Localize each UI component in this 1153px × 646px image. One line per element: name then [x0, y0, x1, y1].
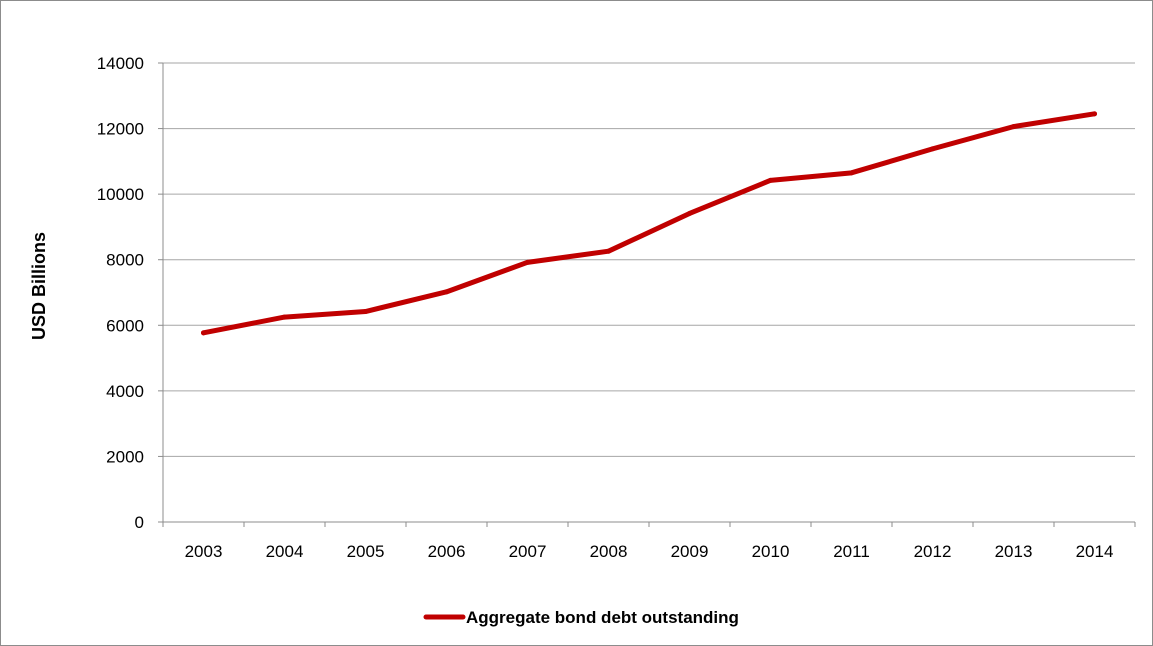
- data-point: [363, 309, 368, 315]
- axes: [158, 62, 1136, 527]
- data-point: [1092, 111, 1097, 117]
- y-tick-label: 4000: [106, 382, 144, 401]
- x-tick-label: 2004: [266, 542, 304, 561]
- x-tick-labels: 2003 2004 2005 2006 2007 2008 2009 2010 2011 2012…: [185, 542, 1114, 561]
- x-tick-label: 2005: [347, 542, 385, 561]
- y-tick-label: 12000: [97, 120, 144, 139]
- x-tick-label: 2009: [671, 542, 709, 561]
- legend-label: Aggregate bond debt outstanding: [466, 608, 739, 627]
- series-line: [201, 111, 1097, 336]
- x-tick-label: 2006: [428, 542, 466, 561]
- x-tick-label: 2013: [995, 542, 1033, 561]
- gridlines: [163, 62, 1135, 457]
- y-tick-label: 8000: [106, 251, 144, 270]
- x-tick-label: 2007: [509, 542, 547, 561]
- x-tick-label: 2008: [590, 542, 628, 561]
- data-point: [282, 314, 287, 320]
- data-point: [849, 170, 854, 176]
- x-tick-label: 2003: [185, 542, 223, 561]
- y-tick-label: 6000: [106, 316, 144, 335]
- data-point: [930, 146, 935, 152]
- x-tick-label: 2014: [1076, 542, 1114, 561]
- data-point: [201, 330, 206, 336]
- y-tick-labels: 0 2000 4000 6000 8000 10000 12000 14000: [97, 54, 144, 532]
- data-point: [768, 177, 773, 183]
- legend: Aggregate bond debt outstanding: [423, 608, 739, 627]
- y-tick-label: 10000: [97, 185, 144, 204]
- data-point: [606, 248, 611, 254]
- y-axis-title: USD Billions: [29, 232, 49, 340]
- x-tick-label: 2010: [752, 542, 790, 561]
- data-point: [525, 259, 530, 265]
- x-tick-label: 2011: [833, 542, 870, 561]
- y-tick-label: 2000: [106, 447, 144, 466]
- y-tick-label: 0: [135, 513, 144, 532]
- data-point: [687, 210, 692, 216]
- x-tick-label: 2012: [914, 542, 952, 561]
- series-lines: [201, 111, 1097, 336]
- y-tick-label: 14000: [97, 54, 144, 73]
- data-point: [444, 289, 449, 295]
- data-point: [1011, 124, 1016, 130]
